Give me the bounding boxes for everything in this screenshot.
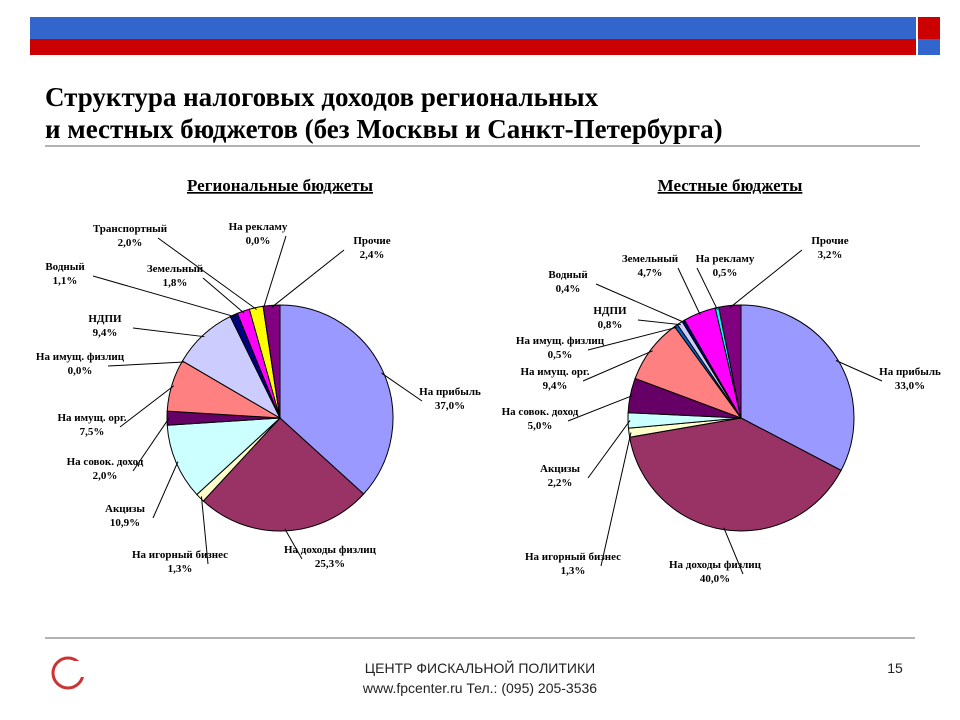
slice-value-label: 0,0% [68, 365, 93, 377]
slice-label: На доходы физлиц [669, 559, 762, 571]
leader-line [202, 277, 245, 314]
slice-value-label: 0,0% [246, 235, 271, 247]
slice-value-label: 40,0% [700, 573, 730, 585]
leader-line [271, 249, 345, 308]
slice-label: На рекламу [229, 221, 288, 233]
pies: На прибыль 37,0% На доходы физлиц 25,3% На и… [36, 221, 941, 585]
pie-slice [279, 304, 394, 495]
slice-value-label: 1,1% [53, 275, 78, 287]
slice-value-label: 1,3% [561, 565, 586, 577]
slice-label: На доходы физлиц [284, 544, 377, 556]
slice-value-label: 10,9% [110, 517, 140, 529]
slice-value-label: 0,4% [556, 283, 581, 295]
page-number: 15 [887, 660, 903, 676]
leader-line [132, 417, 170, 472]
leader-line [119, 385, 175, 428]
slice-label: На совок. доход [502, 406, 579, 418]
slice-value-label: 1,3% [168, 563, 193, 575]
slice-label: Транспортный [93, 223, 168, 235]
leader-line [600, 432, 632, 567]
slice-value-label: 3,2% [818, 249, 843, 261]
leader-line [637, 319, 681, 326]
slice-value-label: 37,0% [435, 400, 465, 412]
footer-contacts: www.fpcenter.ru Тел.: (095) 205-3536 [362, 680, 597, 696]
slice-label: Прочие [811, 235, 848, 247]
logo-mask [62, 661, 92, 677]
leader-line [729, 249, 803, 308]
slice-label: Водный [45, 261, 85, 273]
leader-line [200, 496, 209, 565]
slice-label: Акцизы [105, 503, 145, 515]
slice-value-label: 1,8% [163, 277, 188, 289]
pie-slice [740, 304, 855, 472]
slice-value-label: 25,3% [315, 558, 345, 570]
slice-value-label: 0,5% [713, 267, 738, 279]
leader-line [152, 461, 179, 519]
slice-label: НДПИ [593, 305, 627, 317]
slice-label: На совок. доход [67, 456, 144, 468]
slice-value-label: 9,4% [543, 380, 568, 392]
leader-line [835, 360, 883, 382]
slice-value-label: 2,0% [118, 237, 143, 249]
slice-value-label: 2,4% [360, 249, 385, 261]
slice-label: На имущ. физлиц [516, 335, 605, 347]
leader-line [284, 528, 303, 560]
leader-line [381, 372, 423, 402]
corner-red [918, 17, 940, 39]
leader-line [677, 267, 701, 315]
pie-slice [262, 304, 281, 419]
leader-line [723, 527, 744, 575]
leader-line [262, 235, 287, 309]
slice-label: На имущ. орг. [57, 412, 126, 424]
slice-label: На имущ. орг. [520, 366, 589, 378]
logo [51, 656, 92, 690]
leader-line [107, 361, 185, 367]
slice-value-label: 7,5% [80, 426, 105, 438]
pie-slice [166, 417, 282, 496]
pie-slice [718, 304, 742, 419]
slice-label: Земельный [622, 253, 679, 265]
slice-value-label: 33,0% [895, 380, 925, 392]
slice-label: На игорный бизнес [132, 549, 228, 561]
slice-label: Прочие [353, 235, 390, 247]
slice-label: На имущ. физлиц [36, 351, 125, 363]
slice-label: На прибыль [419, 386, 481, 398]
slice-label: На рекламу [696, 253, 755, 265]
slice-value-label: 9,4% [93, 327, 118, 339]
pie-slice [629, 417, 842, 532]
pie-slice [202, 417, 365, 532]
slice-value-label: 0,5% [548, 349, 573, 361]
leader-line [132, 327, 205, 338]
leader-line [582, 350, 653, 382]
slice-value-label: 0,8% [598, 319, 623, 331]
slide-title: Структура налоговых доходов региональных [45, 82, 599, 112]
chart-title: Местные бюджеты [658, 176, 803, 195]
top-bar-blue [30, 17, 916, 39]
slice-label: Акцизы [540, 463, 580, 475]
slice-label: Земельный [147, 263, 204, 275]
slice-value-label: 5,0% [528, 420, 553, 432]
leader-line [567, 395, 633, 422]
chart-title: Региональные бюджеты [187, 176, 373, 195]
footer-org: ЦЕНТР ФИСКАЛЬНОЙ ПОЛИТИКИ [365, 659, 595, 676]
leader-line [595, 283, 685, 323]
slice-label: НДПИ [88, 313, 122, 325]
leader-line [92, 275, 235, 318]
corner-blue [918, 39, 940, 55]
slice-label: Водный [548, 269, 588, 281]
slice-value-label: 2,2% [548, 477, 573, 489]
leader-line [587, 420, 631, 479]
slice-value-label: 4,7% [638, 267, 663, 279]
leader-line [157, 237, 257, 310]
leader-line [696, 267, 718, 310]
slice-label: На игорный бизнес [525, 551, 621, 563]
top-bar-red [30, 39, 916, 55]
slice-label: На прибыль [879, 366, 941, 378]
leader-line [587, 326, 678, 351]
slide-title: и местных бюджетов (без Москвы и Санкт-П… [45, 114, 723, 144]
slice-value-label: 2,0% [93, 470, 118, 482]
